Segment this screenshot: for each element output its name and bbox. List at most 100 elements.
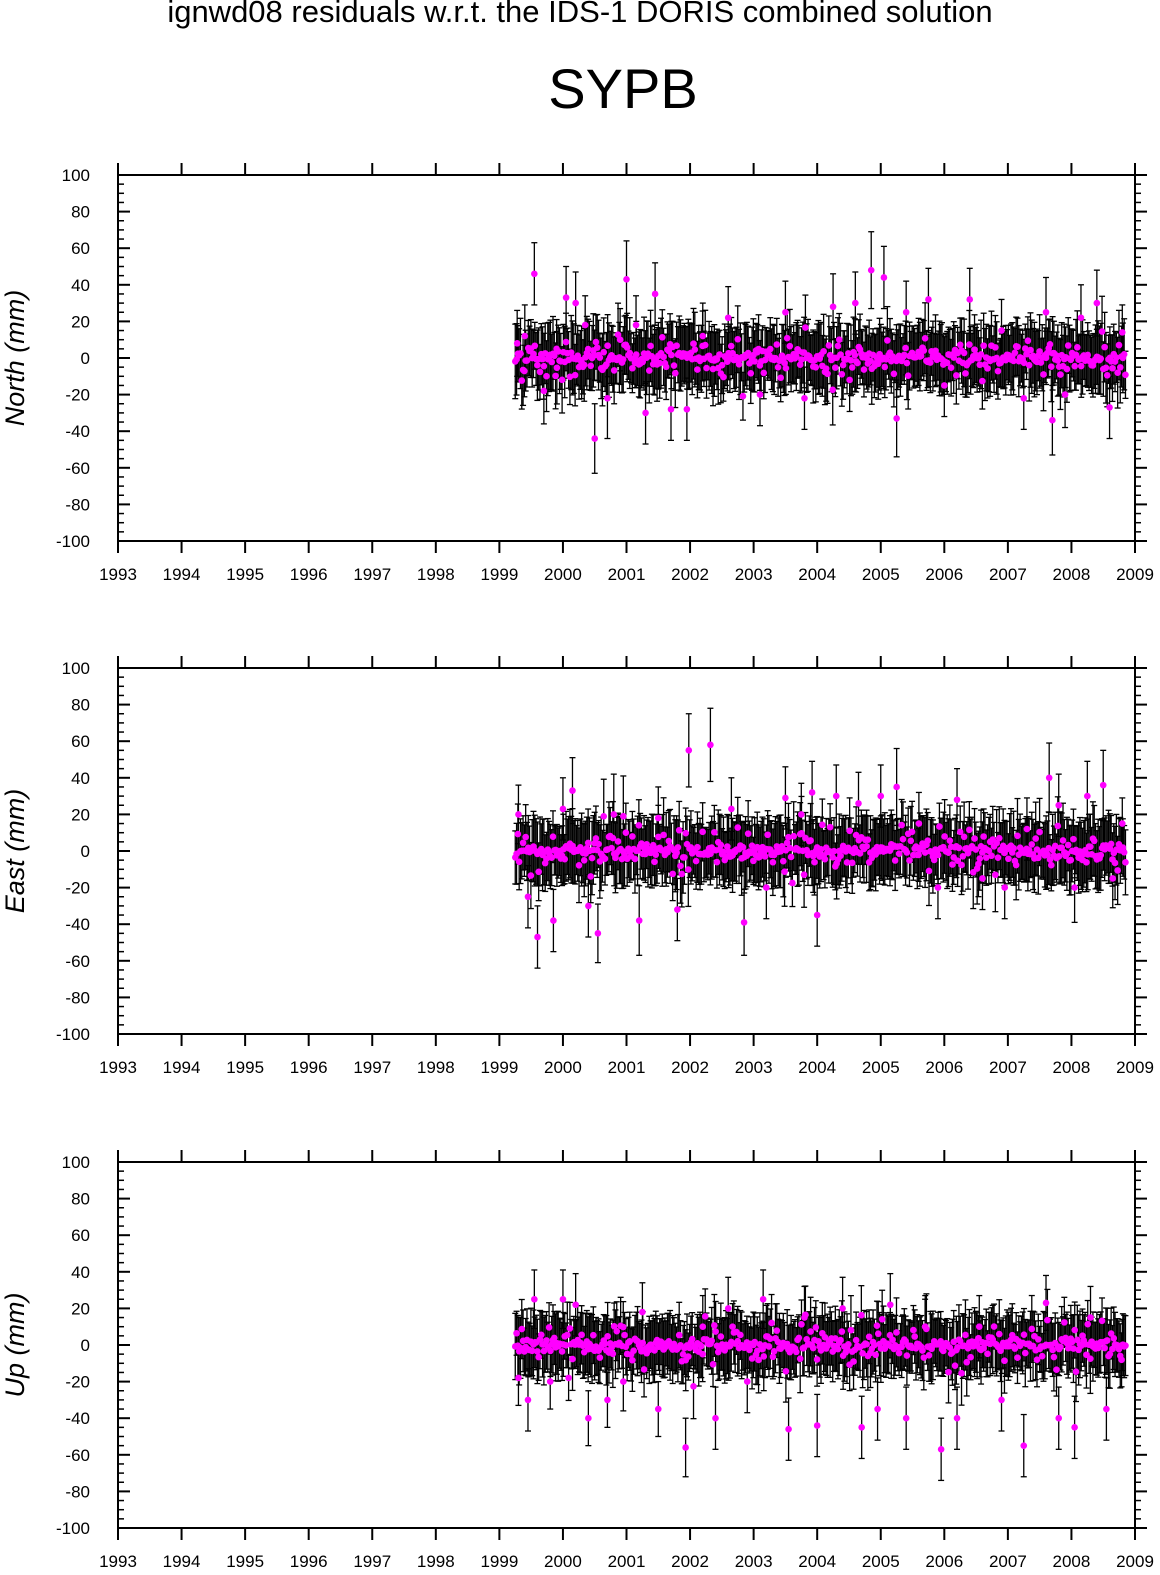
- data-point: [760, 369, 768, 377]
- data-point: [535, 868, 542, 876]
- x-tick-label: 1998: [417, 1058, 455, 1077]
- data-point: [1106, 404, 1113, 411]
- data-point: [1084, 351, 1092, 359]
- data-point: [668, 351, 675, 359]
- data-point: [652, 851, 660, 858]
- data-point: [787, 853, 795, 861]
- x-tick-label: 2001: [608, 565, 646, 584]
- data-point: [830, 847, 838, 855]
- data-point: [691, 346, 699, 353]
- data-point: [587, 873, 595, 880]
- data-point: [728, 805, 735, 813]
- data-point: [785, 833, 792, 841]
- data-point: [623, 344, 631, 351]
- data-point: [956, 828, 964, 836]
- data-point: [994, 854, 1002, 861]
- data-point: [1032, 835, 1039, 842]
- x-tick-label: 1999: [480, 1058, 518, 1077]
- data-point: [595, 840, 602, 848]
- data-point: [782, 794, 789, 802]
- data-series: [511, 231, 1129, 474]
- x-tick-label: 1999: [480, 565, 518, 584]
- data-point: [751, 358, 758, 365]
- data-point: [681, 854, 688, 861]
- data-point: [959, 853, 967, 860]
- data-point: [811, 858, 818, 866]
- data-point: [720, 848, 727, 856]
- data-point: [552, 372, 559, 380]
- y-tick-label: -100: [56, 1025, 90, 1044]
- data-point: [829, 303, 837, 311]
- data-point: [766, 345, 774, 353]
- y-tick-label: -40: [65, 422, 90, 441]
- data-point: [821, 855, 829, 863]
- data-point: [984, 365, 991, 372]
- data-point: [718, 361, 726, 369]
- data-point: [580, 361, 588, 369]
- data-point: [1099, 781, 1107, 789]
- data-point: [943, 359, 951, 367]
- data-point: [1109, 364, 1116, 372]
- data-point: [569, 787, 576, 794]
- data-point: [1063, 365, 1071, 373]
- data-point: [592, 835, 600, 842]
- data-point: [540, 362, 548, 370]
- data-point: [1118, 329, 1126, 336]
- data-point: [1025, 361, 1033, 369]
- data-point: [594, 930, 602, 937]
- data-point: [934, 851, 942, 859]
- data-point: [782, 364, 790, 372]
- data-point: [707, 741, 714, 749]
- data-point: [631, 855, 639, 863]
- data-point: [817, 846, 825, 853]
- data-point: [971, 835, 978, 842]
- data-point: [789, 879, 796, 887]
- data-point: [917, 352, 925, 360]
- data-point: [629, 364, 636, 372]
- data-point: [550, 917, 557, 924]
- data-point: [522, 833, 529, 841]
- y-tick-label: -100: [56, 532, 90, 551]
- data-point: [1048, 363, 1055, 370]
- data-point: [1122, 859, 1129, 866]
- data-point: [609, 834, 617, 842]
- data-point: [519, 839, 527, 847]
- data-point: [949, 861, 956, 868]
- data-point: [665, 837, 673, 845]
- data-point: [585, 902, 592, 910]
- data-point: [845, 350, 852, 357]
- data-point: [904, 372, 912, 380]
- data-point: [673, 342, 680, 350]
- data-point: [1020, 394, 1028, 402]
- data-point: [734, 335, 742, 343]
- data-point: [786, 342, 794, 350]
- data-point: [1061, 391, 1069, 398]
- data-point: [727, 342, 735, 350]
- data-point: [998, 327, 1005, 334]
- data-point: [921, 849, 929, 856]
- data-point: [703, 364, 710, 372]
- figure-title: ignwd08 residuals w.r.t. the IDS-1 DORIS…: [167, 0, 993, 29]
- data-point: [798, 829, 805, 837]
- data-point: [558, 376, 566, 384]
- data-point: [783, 839, 791, 847]
- data-series: [511, 707, 1129, 969]
- data-point: [521, 332, 529, 340]
- data-point: [1084, 792, 1091, 800]
- data-point: [966, 341, 973, 348]
- data-point: [660, 353, 667, 361]
- data-point: [903, 849, 911, 856]
- data-point: [863, 842, 870, 850]
- data-point: [915, 820, 923, 827]
- data-point: [567, 349, 575, 356]
- data-point: [678, 870, 686, 878]
- data-point: [1054, 822, 1062, 830]
- data-point: [713, 858, 721, 866]
- data-point: [781, 868, 788, 875]
- data-point: [614, 331, 622, 339]
- x-tick-label: 1997: [353, 565, 391, 584]
- x-tick-label: 2008: [1053, 1058, 1091, 1077]
- data-point: [971, 346, 978, 353]
- y-axis-label: North (mm): [0, 290, 30, 427]
